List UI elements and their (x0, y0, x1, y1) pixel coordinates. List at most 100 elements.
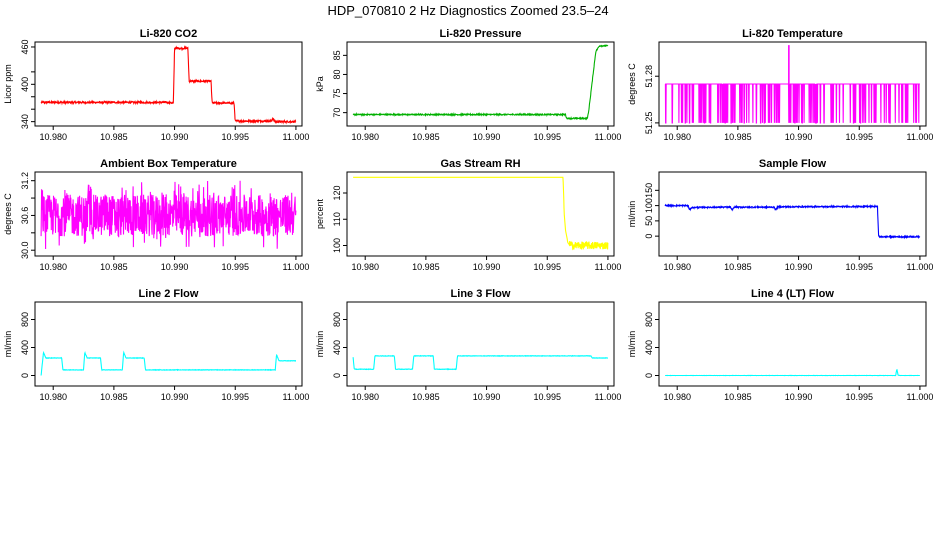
x-tick-label: 10.980 (39, 262, 67, 272)
y-tick-label: 51.25 (644, 112, 654, 135)
chart-panel-4: Ambient Box Temperature degrees C 10.980 10… (3, 158, 309, 272)
x-tick-label: 11.000 (595, 132, 622, 142)
panel-title: Line 3 Flow (451, 288, 511, 300)
panels-grid: Li-820 CO2 Licor ppm 10.980 10.985 10.990 10.… (3, 28, 933, 402)
x-tick-label: 10.985 (724, 132, 752, 142)
plot-area (40, 45, 297, 125)
y-tick-label: 400 (20, 340, 30, 355)
y-axis-label: ml/min (3, 331, 13, 358)
y-axis-label: ml/min (315, 331, 325, 358)
panel-title: Ambient Box Temperature (100, 158, 237, 170)
y-axis-label: degrees C (627, 63, 637, 105)
plot-frame (346, 301, 615, 387)
panel-title: Line 4 (LT) Flow (751, 288, 834, 300)
y-tick-label: 800 (332, 312, 342, 327)
y-tick-label: 30.0 (20, 241, 30, 259)
panel-title: Li-820 Pressure (440, 28, 522, 40)
x-tick-label: 10.995 (221, 132, 249, 142)
x-tick-label: 11.000 (283, 132, 310, 142)
chart-panel-3: Li-820 Temperature degrees C 10.980 10.985 1… (627, 28, 933, 142)
x-tick-label: 10.980 (351, 132, 379, 142)
y-axis-label: kPa (315, 76, 325, 92)
x-tick-label: 10.995 (845, 132, 873, 142)
x-tick-label: 10.985 (100, 132, 128, 142)
x-tick-label: 11.000 (907, 132, 934, 142)
x-tick-label: 10.980 (663, 132, 691, 142)
x-tick-label: 10.995 (533, 262, 561, 272)
plot-frame (346, 41, 615, 127)
y-tick-label: 0 (20, 373, 30, 378)
y-axis-label: percent (315, 198, 325, 229)
x-tick-label: 10.980 (39, 392, 67, 402)
x-tick-label: 10.980 (663, 392, 691, 402)
y-axis-label: ml/min (627, 201, 637, 228)
plot-area (352, 354, 609, 371)
panel-title: Li-820 Temperature (742, 28, 843, 40)
y-tick-label: 0 (332, 373, 342, 378)
y-tick-label: 150 (644, 183, 654, 198)
chart-panel-5: Gas Stream RH percent 10.980 10.985 10.990 10… (315, 158, 621, 272)
panel-title: Line 2 Flow (139, 288, 199, 300)
plot-area (40, 180, 297, 250)
x-tick-label: 10.985 (412, 392, 440, 402)
x-tick-label: 10.990 (785, 132, 813, 142)
plot-area (353, 176, 609, 251)
series-line (664, 203, 921, 240)
chart-panel-1: Li-820 CO2 Licor ppm 10.980 10.985 10.990 10.… (3, 28, 309, 142)
series-line (352, 44, 609, 121)
plot-area (664, 45, 920, 124)
series-line (352, 354, 609, 371)
x-tick-label: 10.980 (663, 262, 691, 272)
plot-area (40, 350, 297, 376)
x-tick-label: 10.990 (473, 392, 501, 402)
plot-frame (34, 41, 303, 127)
y-tick-label: 0 (644, 234, 654, 239)
x-tick-label: 10.985 (724, 262, 752, 272)
x-tick-label: 10.995 (221, 392, 249, 402)
series-line (664, 83, 920, 124)
x-tick-label: 10.990 (161, 262, 189, 272)
x-tick-label: 10.990 (473, 262, 501, 272)
x-tick-label: 10.980 (351, 262, 379, 272)
x-tick-label: 10.995 (221, 262, 249, 272)
x-tick-label: 10.990 (785, 392, 813, 402)
x-tick-label: 11.000 (595, 392, 622, 402)
plot-frame (34, 301, 303, 387)
x-tick-label: 10.995 (845, 392, 873, 402)
y-tick-label: 120 (332, 185, 342, 200)
x-tick-label: 11.000 (283, 262, 310, 272)
y-tick-label: 460 (20, 39, 30, 54)
plot-frame (658, 301, 927, 387)
x-tick-label: 10.985 (412, 262, 440, 272)
x-tick-label: 10.990 (785, 262, 813, 272)
series-line (40, 350, 297, 376)
plot-frame (34, 171, 303, 257)
y-tick-label: 50 (644, 216, 654, 226)
x-tick-label: 11.000 (283, 392, 310, 402)
chart-panel-6: Sample Flow ml/min 10.980 10.985 10.990 10.99… (627, 158, 933, 272)
x-tick-label: 10.980 (39, 132, 67, 142)
x-tick-label: 10.995 (533, 132, 561, 142)
series-line (665, 368, 920, 377)
series-line (40, 180, 297, 250)
y-tick-label: 31.2 (20, 172, 30, 190)
panel-title: Gas Stream RH (440, 158, 520, 170)
chart-panel-8: Line 3 Flow ml/min 10.980 10.985 10.990 10.99… (315, 288, 621, 402)
y-tick-label: 400 (332, 340, 342, 355)
y-axis-label: degrees C (3, 193, 13, 235)
y-tick-label: 800 (644, 312, 654, 327)
x-tick-label: 10.985 (100, 262, 128, 272)
x-tick-label: 10.990 (161, 392, 189, 402)
y-tick-label: 800 (20, 312, 30, 327)
series-line (353, 176, 609, 251)
y-tick-label: 100 (644, 198, 654, 213)
x-tick-label: 10.990 (473, 132, 501, 142)
chart-panel-9: Line 4 (LT) Flow ml/min 10.980 10.985 10.990… (627, 288, 933, 402)
plot-area (665, 368, 920, 377)
y-axis-label: ml/min (627, 331, 637, 358)
x-tick-label: 10.985 (412, 132, 440, 142)
y-tick-label: 51.28 (644, 65, 654, 88)
y-tick-label: 400 (644, 340, 654, 355)
y-tick-label: 30.6 (20, 207, 30, 225)
